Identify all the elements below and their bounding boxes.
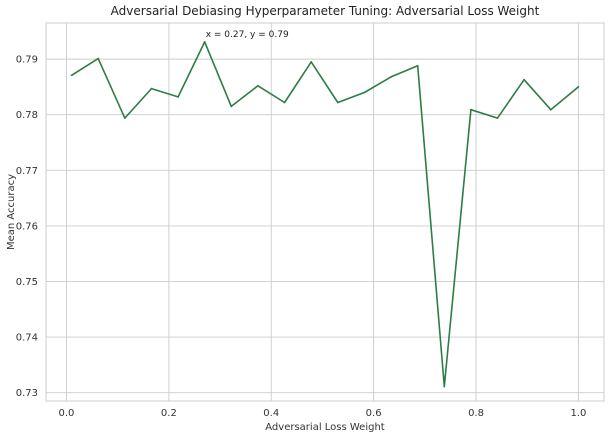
y-tick-label: 0.78 xyxy=(16,110,38,121)
data-point xyxy=(469,108,472,111)
peak-annotation: x = 0.27, y = 0.79 xyxy=(206,30,289,40)
data-point xyxy=(496,117,499,119)
data-point xyxy=(230,105,233,108)
data-point xyxy=(70,74,73,77)
y-tick-label: 0.75 xyxy=(16,277,38,288)
data-point xyxy=(549,108,552,111)
y-tick-label: 0.77 xyxy=(16,166,38,177)
x-axis-title: Adversarial Loss Weight xyxy=(265,422,385,433)
series-line xyxy=(71,41,579,388)
data-point xyxy=(577,86,580,88)
grid xyxy=(46,23,604,401)
x-tick-label: 0.0 xyxy=(59,408,75,419)
data-point xyxy=(257,84,259,87)
data-point xyxy=(310,61,313,63)
data-point xyxy=(123,117,126,119)
x-tick-label: 1.0 xyxy=(570,408,586,419)
x-axis-ticks: 0.0 0.2 0.4 0.6 0.8 1.0 xyxy=(59,408,587,419)
x-tick-label: 0.6 xyxy=(366,408,382,419)
data-points xyxy=(70,41,580,388)
y-tick-label: 0.73 xyxy=(16,388,38,399)
x-tick-label: 0.8 xyxy=(468,408,484,419)
y-axis-ticks: 0.73 0.74 0.75 0.76 0.77 0.78 0.79 xyxy=(16,55,38,400)
plot-area xyxy=(45,22,605,402)
data-point xyxy=(177,96,179,98)
chart-title: Adversarial Debiasing Hyperparameter Tun… xyxy=(111,4,540,18)
y-tick-label: 0.76 xyxy=(16,221,38,232)
data-point xyxy=(416,64,419,67)
data-point xyxy=(523,78,526,81)
data-point xyxy=(97,57,100,60)
x-tick-label: 0.4 xyxy=(263,408,279,419)
data-point xyxy=(283,101,286,104)
data-point xyxy=(390,76,392,78)
data-point xyxy=(336,101,339,104)
data-point xyxy=(363,91,366,94)
y-axis-title: Mean Accuracy xyxy=(6,174,17,250)
x-tick-label: 0.2 xyxy=(161,408,177,419)
y-tick-label: 0.74 xyxy=(16,333,38,344)
y-tick-label: 0.79 xyxy=(16,55,38,66)
data-point xyxy=(203,41,206,43)
data-point xyxy=(443,385,446,388)
data-point xyxy=(150,87,153,90)
